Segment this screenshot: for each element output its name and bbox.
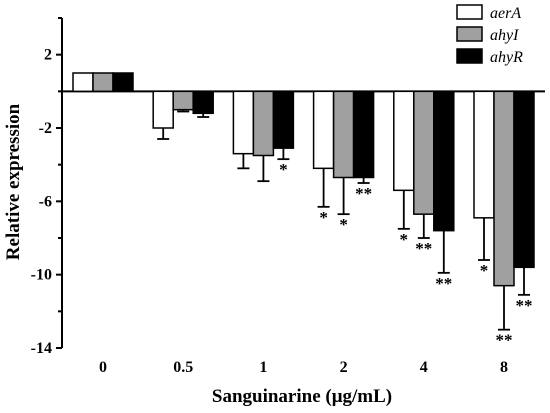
legend: aerA ahyI ahyR [456, 4, 523, 66]
bar-ahyI [252, 90, 275, 157]
bar-ahyI [332, 90, 355, 179]
significance-label: * [279, 160, 288, 179]
bar-ahyR [513, 90, 535, 269]
x-tick-label: 8 [500, 359, 508, 376]
bar-ahyI [172, 90, 194, 111]
bar-aerA [393, 90, 415, 192]
legend-label-aerA: aerA [490, 5, 521, 22]
significance-label: * [480, 261, 489, 280]
bar-aerA [312, 90, 335, 170]
x-tick-label: 4 [420, 359, 428, 376]
significance-label: ** [516, 296, 533, 315]
y-tick-label: -14 [31, 340, 52, 357]
legend-swatch-aerA [456, 4, 483, 20]
bar-ahyR [192, 90, 214, 115]
significance-label: ** [415, 239, 432, 258]
bar-aerA [72, 72, 94, 93]
bar-ahyR [272, 90, 295, 149]
significance-label: ** [355, 184, 372, 203]
bar-aerA [473, 90, 495, 219]
bar-aerA [232, 90, 255, 155]
bar-aerA [152, 90, 174, 129]
x-tick-label: 2 [340, 359, 348, 376]
bar-ahyR [433, 90, 455, 232]
significance-label: * [400, 230, 409, 249]
y-axis-title: Relative expression [3, 103, 24, 260]
bar-ahyI [413, 90, 435, 215]
significance-label: * [319, 208, 328, 227]
x-tick-label: 0.5 [173, 359, 193, 376]
bar-ahyR [112, 72, 134, 93]
legend-label-ahyI: ahyI [490, 27, 519, 44]
bar-ahyI [493, 90, 515, 287]
x-tick-label: 1 [259, 359, 267, 376]
bar-ahyI [92, 72, 114, 93]
x-tick-label: 0 [99, 359, 107, 376]
legend-swatch-ahyR [456, 48, 483, 64]
y-tick-label: 2 [44, 47, 52, 64]
y-tick-label: -2 [39, 120, 52, 137]
bar-ahyR [352, 90, 375, 179]
bars-layer: ** **** ********* [72, 72, 535, 350]
legend-label-ahyR: ahyR [490, 49, 523, 66]
y-tick-label: -6 [39, 193, 52, 210]
significance-label: ** [435, 274, 452, 293]
axes: -14 -10 -6 -2 2 0 0.5 1 2 4 8 [31, 17, 545, 376]
significance-label: ** [496, 331, 513, 350]
legend-swatch-ahyI [456, 26, 483, 42]
x-axis-title: Sanguinarine (μg/mL) [212, 386, 392, 407]
significance-label: * [339, 215, 348, 234]
y-tick-label: -10 [31, 267, 52, 284]
